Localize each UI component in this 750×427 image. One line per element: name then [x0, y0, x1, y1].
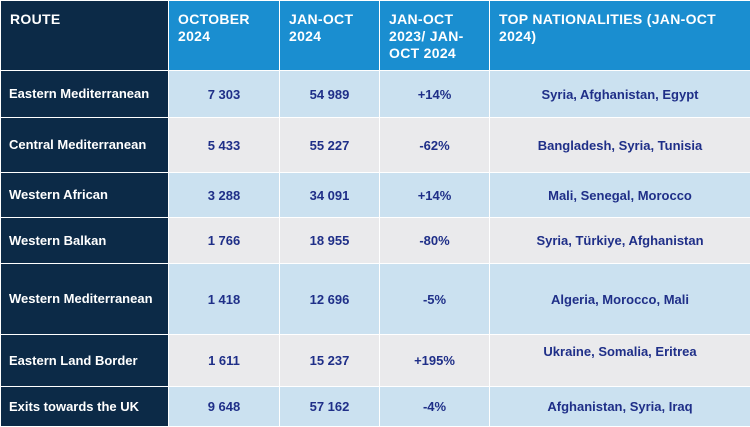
header-jan-oct-2024: JAN-OCT 2024: [280, 1, 380, 71]
october-cell: 7 303: [169, 71, 280, 118]
change-cell: +14%: [380, 173, 490, 218]
header-october-2024: OCTOBER 2024: [169, 1, 280, 71]
jan-oct-cell: 55 227: [280, 118, 380, 173]
change-cell: -80%: [380, 218, 490, 264]
header-change: JAN-OCT 2023/ JAN-OCT 2024: [380, 1, 490, 71]
route-cell: Western Balkan: [1, 218, 169, 264]
change-cell: -5%: [380, 264, 490, 335]
jan-oct-cell: 54 989: [280, 71, 380, 118]
table-row: Central Mediterranean 5 433 55 227 -62% …: [1, 118, 750, 173]
jan-oct-cell: 18 955: [280, 218, 380, 264]
table-row: Western Balkan 1 766 18 955 -80% Syria, …: [1, 218, 750, 264]
jan-oct-cell: 34 091: [280, 173, 380, 218]
nationalities-cell: Bangladesh, Syria, Tunisia: [490, 118, 750, 173]
header-row: ROUTE OCTOBER 2024 JAN-OCT 2024 JAN-OCT …: [1, 1, 750, 71]
route-cell: Western African: [1, 173, 169, 218]
route-cell: Eastern Land Border: [1, 335, 169, 387]
nationalities-cell: Ukraine, Somalia, Eritrea: [490, 335, 750, 387]
route-cell: Western Mediterranean: [1, 264, 169, 335]
october-cell: 1 611: [169, 335, 280, 387]
header-top-nationalities: TOP NATIONALITIES (JAN-OCT 2024): [490, 1, 750, 71]
jan-oct-cell: 15 237: [280, 335, 380, 387]
change-cell: +14%: [380, 71, 490, 118]
nationalities-cell: Syria, Afghanistan, Egypt: [490, 71, 750, 118]
route-cell: Central Mediterranean: [1, 118, 169, 173]
change-cell: -62%: [380, 118, 490, 173]
october-cell: 3 288: [169, 173, 280, 218]
table-row: Western African 3 288 34 091 +14% Mali, …: [1, 173, 750, 218]
nationalities-cell: Algeria, Morocco, Mali: [490, 264, 750, 335]
table-row: Eastern Mediterranean 7 303 54 989 +14% …: [1, 71, 750, 118]
nationalities-cell: Mali, Senegal, Morocco: [490, 173, 750, 218]
october-cell: 5 433: [169, 118, 280, 173]
october-cell: 1 766: [169, 218, 280, 264]
nationalities-cell: Syria, Türkiye, Afghanistan: [490, 218, 750, 264]
table-row: Eastern Land Border 1 611 15 237 +195% U…: [1, 335, 750, 387]
october-cell: 1 418: [169, 264, 280, 335]
jan-oct-cell: 12 696: [280, 264, 380, 335]
route-cell: Eastern Mediterranean: [1, 71, 169, 118]
table-row: Western Mediterranean 1 418 12 696 -5% A…: [1, 264, 750, 335]
header-route: ROUTE: [1, 1, 169, 71]
change-cell: +195%: [380, 335, 490, 387]
